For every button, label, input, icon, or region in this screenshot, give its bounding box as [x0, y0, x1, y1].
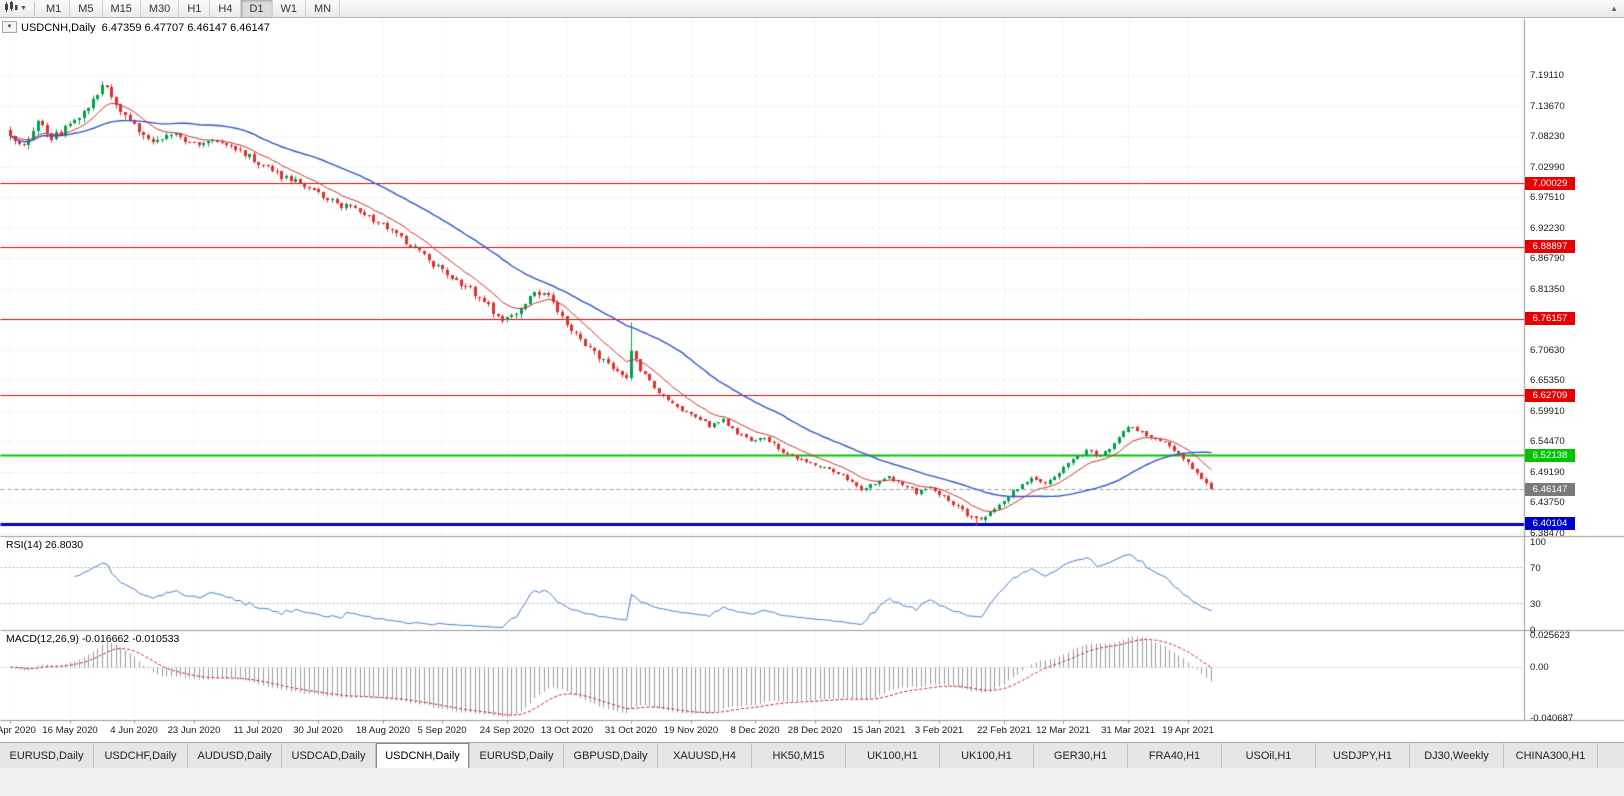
date-axis-label: 22 Feb 2021 [977, 725, 1031, 736]
toolbar: ▼ M1 M5 M15 M30 H1 H4 D1 W1 MN ▲ [0, 0, 1624, 18]
price-axis-label: 6.43750 [1530, 497, 1565, 509]
status-bar [0, 768, 1624, 796]
macd-indicator-label: MACD(12,26,9) -0.016662 -0.010533 [6, 633, 180, 645]
timeframe-buttons: M1 M5 M15 M30 H1 H4 D1 W1 MN [38, 0, 341, 17]
chart-tab-gbpusd-daily[interactable]: GBPUSD,Daily [564, 743, 658, 768]
timeframe-button-mn[interactable]: MN [306, 0, 341, 17]
date-axis-label: 15 Jan 2021 [852, 725, 906, 736]
price-level-tag[interactable]: 6.76157 [1525, 312, 1575, 326]
price-chart-canvas[interactable] [0, 18, 1624, 742]
price-axis-label: 7.02990 [1530, 161, 1565, 173]
price-axis-label: 6.70630 [1530, 344, 1565, 356]
chart-tab-xauusd-h4[interactable]: XAUUSD,H4 [658, 743, 752, 768]
price-axis-label: 6.38470 [1530, 528, 1565, 539]
chart-tab-usdcad-daily[interactable]: USDCAD,Daily [282, 743, 376, 768]
rsi-axis-label: 30 [1530, 598, 1541, 610]
date-axis-label: 28 Apr 2020 [0, 725, 36, 736]
date-axis-label: 31 Oct 2020 [604, 725, 658, 736]
chart-title: USDCNH,Daily 6.47359 6.47707 6.46147 6.4… [21, 22, 270, 34]
chart-tab-uk100-h1[interactable]: UK100,H1 [846, 743, 940, 768]
chart-type-group: ▼ [0, 0, 31, 17]
macd-axis-label: 0.00 [1530, 662, 1549, 673]
current-price-tag: 6.46147 [1525, 482, 1575, 496]
chart-area: ▼ USDCNH,Daily 6.47359 6.47707 6.46147 6… [0, 18, 1624, 742]
toolbar-separator [33, 1, 35, 16]
price-level-tag[interactable]: 6.40104 [1525, 517, 1575, 531]
date-axis-label: 8 Dec 2020 [730, 725, 780, 736]
date-axis-label: 12 Mar 2021 [1036, 725, 1090, 736]
chart-overlay: ▼ USDCNH,Daily 6.47359 6.47707 6.46147 6… [0, 18, 1624, 742]
price-axis-label: 6.81350 [1530, 283, 1565, 295]
macd-axis-label: 0.025623 [1530, 630, 1571, 641]
chart-tab-ger30-h1[interactable]: GER30,H1 [1034, 743, 1128, 768]
timeframe-button-m1[interactable]: M1 [38, 0, 71, 17]
chart-tab-usoil-h1[interactable]: USOil,H1 [1222, 743, 1316, 768]
date-axis-label: 19 Nov 2020 [663, 725, 719, 736]
date-axis-label: 13 Oct 2020 [540, 725, 594, 736]
chart-tab-eurusd-daily[interactable]: EURUSD,Daily [0, 743, 94, 768]
chart-tab-usdjpy-h1[interactable]: USDJPY,H1 [1316, 743, 1410, 768]
price-level-tag[interactable]: 7.00029 [1525, 176, 1575, 190]
date-axis-label: 24 Sep 2020 [479, 725, 535, 736]
price-axis-label: 7.13670 [1530, 100, 1565, 112]
chart-tab-china300-h1[interactable]: CHINA300,H1 [1504, 743, 1598, 768]
price-level-tag[interactable]: 6.62709 [1525, 388, 1575, 402]
rsi-axis-label: 70 [1530, 563, 1541, 575]
date-axis-label: 11 Jul 2020 [233, 725, 283, 736]
date-axis-label: 30 Jul 2020 [293, 725, 343, 736]
timeframe-button-h1[interactable]: H1 [179, 0, 211, 17]
chart-tab-fra40-h1[interactable]: FRA40,H1 [1128, 743, 1222, 768]
chart-tab-usdcnh-daily[interactable]: USDCNH,Daily [376, 743, 470, 768]
rsi-axis-label: 100 [1530, 537, 1547, 548]
date-axis-label: 31 Mar 2021 [1101, 725, 1155, 736]
price-axis-label: 6.86790 [1530, 253, 1565, 265]
candlestick-chart-icon[interactable] [4, 1, 18, 16]
rsi-indicator-label: RSI(14) 26.8030 [6, 539, 84, 551]
price-axis-label: 7.08230 [1530, 131, 1565, 143]
price-axis-label: 6.59910 [1530, 405, 1565, 417]
price-level-tag[interactable]: 6.52138 [1525, 448, 1575, 462]
date-axis-label: 23 Jun 2020 [167, 725, 221, 736]
price-axis-label: 7.19110 [1530, 70, 1564, 81]
price-axis-label: 6.49190 [1530, 466, 1565, 478]
price-axis-label: 6.92230 [1530, 222, 1565, 234]
chart-tab-dj30-weekly[interactable]: DJ30,Weekly [1410, 743, 1504, 768]
chart-type-dropdown-icon[interactable]: ▼ [20, 5, 27, 12]
date-axis-label: 28 Dec 2020 [787, 725, 843, 736]
date-axis-label: 3 Feb 2021 [914, 725, 964, 736]
timeframe-button-h4[interactable]: H4 [210, 0, 242, 17]
date-axis-label: 18 Aug 2020 [356, 725, 410, 736]
price-axis-label: 6.97510 [1530, 192, 1565, 204]
date-axis-label: 19 Apr 2021 [1162, 725, 1214, 736]
timeframe-button-m30[interactable]: M30 [141, 0, 180, 17]
timeframe-button-m15[interactable]: M15 [103, 0, 141, 17]
date-axis-label: 4 Jun 2020 [110, 725, 158, 736]
macd-axis-label: -0.040687 [1530, 713, 1574, 724]
chart-tab-usdchf-daily[interactable]: USDCHF,Daily [94, 743, 188, 768]
chart-tab-uk100-h1[interactable]: UK100,H1 [940, 743, 1034, 768]
price-level-tag[interactable]: 6.88897 [1525, 240, 1575, 254]
timeframe-button-m5[interactable]: M5 [70, 0, 103, 17]
chart-tab-eurusd-daily[interactable]: EURUSD,Daily [470, 743, 564, 768]
date-axis-label: 5 Sep 2020 [417, 725, 467, 736]
timeframe-button-d1[interactable]: D1 [241, 0, 273, 17]
toolbar-handle-icon[interactable]: ▲ [1610, 4, 1618, 13]
chart-tab-bar: EURUSD,Daily USDCHF,Daily AUDUSD,Daily USDC… [0, 742, 1624, 768]
chart-tab-hk50-m15[interactable]: HK50,M15 [752, 743, 846, 768]
price-axis-label: 6.54470 [1530, 436, 1565, 448]
date-axis-label: 16 May 2020 [42, 725, 98, 736]
rsi-axis-label: 0 [1530, 625, 1536, 636]
price-axis-label: 6.65350 [1530, 375, 1565, 387]
chart-menu-icon[interactable]: ▼ [2, 21, 17, 33]
timeframe-button-w1[interactable]: W1 [273, 0, 306, 17]
chart-tab-audusd-daily[interactable]: AUDUSD,Daily [188, 743, 282, 768]
chart-tab-u[interactable]: U [1598, 743, 1624, 768]
